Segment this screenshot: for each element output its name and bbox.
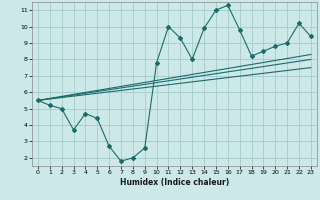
X-axis label: Humidex (Indice chaleur): Humidex (Indice chaleur) [120, 178, 229, 187]
